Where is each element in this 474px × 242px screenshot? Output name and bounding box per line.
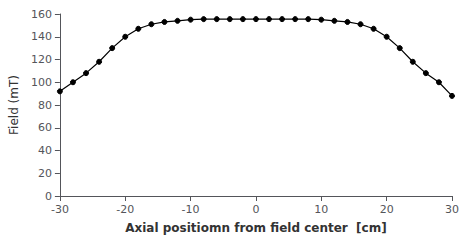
svg-text:80: 80 <box>38 99 52 112</box>
svg-text:0: 0 <box>252 203 259 216</box>
svg-text:160: 160 <box>31 8 52 21</box>
svg-text:100: 100 <box>31 76 52 89</box>
svg-text:Axial positiomn from field cen: Axial positiomn from field center [cm] <box>125 221 386 235</box>
svg-text:-10: -10 <box>182 203 200 216</box>
svg-text:-20: -20 <box>116 203 134 216</box>
svg-text:30: 30 <box>445 203 459 216</box>
svg-text:20: 20 <box>38 167 52 180</box>
svg-text:-30: -30 <box>51 203 69 216</box>
svg-text:Field (mT): Field (mT) <box>7 75 21 135</box>
svg-text:60: 60 <box>38 121 52 134</box>
svg-text:40: 40 <box>38 144 52 157</box>
svg-text:140: 140 <box>31 30 52 43</box>
svg-text:20: 20 <box>380 203 394 216</box>
svg-text:10: 10 <box>314 203 328 216</box>
svg-text:120: 120 <box>31 53 52 66</box>
svg-text:0: 0 <box>45 190 52 203</box>
